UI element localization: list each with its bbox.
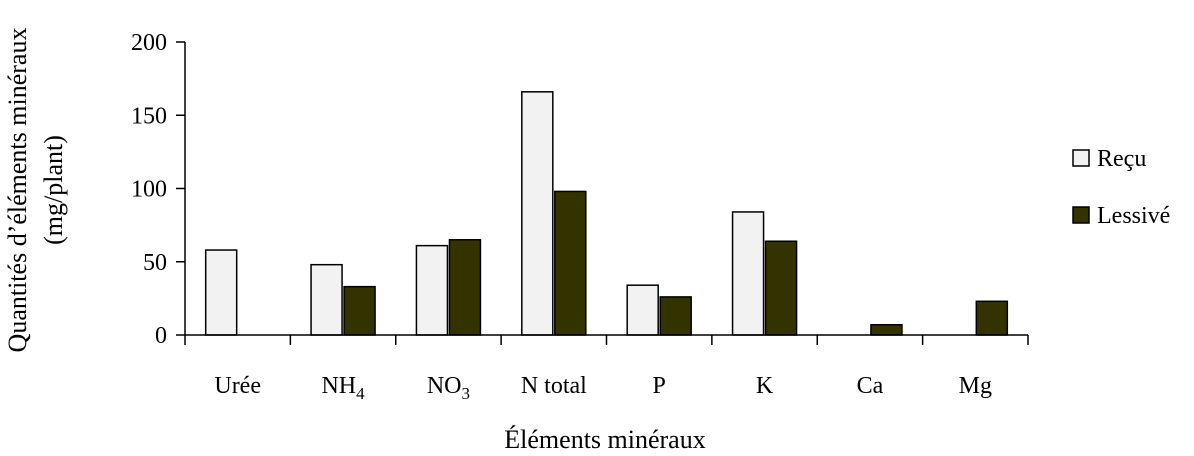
bar-lessive xyxy=(554,190,587,336)
bar-lessive xyxy=(659,296,692,336)
x-axis-title: Éléments minéraux xyxy=(504,425,705,454)
legend-swatch xyxy=(1072,206,1090,224)
legend-label: Lessivé xyxy=(1097,203,1170,229)
x-tick-label: K xyxy=(756,373,774,399)
bar-recu xyxy=(204,249,238,336)
y-axis-title-line2: (mg/plant) xyxy=(39,135,68,245)
x-ticks-group: Urée NH4 NO3 N total P K Ca Mg xyxy=(184,335,1029,403)
bar-recu xyxy=(521,91,554,336)
y-tick-label: 150 xyxy=(131,103,167,129)
legend-swatch xyxy=(1072,149,1090,167)
y-ticks-group: 0 50 100 150 200 xyxy=(131,30,185,349)
bars-group xyxy=(204,91,1009,336)
bar-recu xyxy=(310,263,343,336)
x-tick-label: P xyxy=(653,373,666,399)
y-tick-label: 100 xyxy=(131,177,167,203)
x-tick-label: Ca xyxy=(857,373,884,399)
x-tick-label: NH4 xyxy=(321,373,365,403)
y-tick-label: 50 xyxy=(143,250,167,276)
bar-lessive xyxy=(448,239,482,336)
y-axis-title-line1: Quantités d’éléments minéraux xyxy=(3,28,32,353)
legend: Reçu Lessivé xyxy=(1072,146,1170,229)
bar-recu xyxy=(731,211,765,336)
bar-lessive xyxy=(343,285,376,336)
bar-lessive xyxy=(975,300,1009,336)
x-tick-label: N total xyxy=(521,373,587,399)
y-tick-label: 200 xyxy=(131,30,167,56)
y-tick-label: 0 xyxy=(155,323,167,349)
bar-recu xyxy=(626,284,659,336)
x-tick-label: NO3 xyxy=(427,373,470,403)
x-tick-label: Mg xyxy=(959,373,992,399)
legend-label: Reçu xyxy=(1097,146,1146,172)
bar-lessive xyxy=(870,323,903,336)
bar-recu xyxy=(415,244,449,336)
bar-lessive xyxy=(764,240,798,336)
x-tick-label: Urée xyxy=(214,373,261,399)
